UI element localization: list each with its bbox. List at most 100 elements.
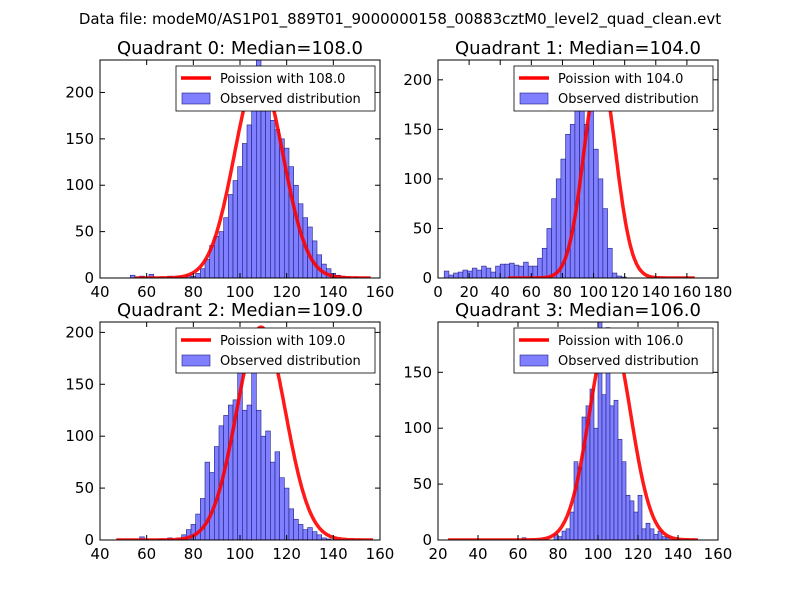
- histogram-bar: [509, 262, 515, 278]
- histogram-bar: [453, 272, 459, 278]
- histogram-bar: [302, 529, 308, 540]
- x-tick-label: 140: [319, 283, 348, 301]
- histogram-bar: [527, 265, 534, 278]
- legend-hist-swatch: [519, 92, 549, 105]
- histogram-bar: [513, 264, 520, 278]
- histogram-bar: [476, 269, 482, 278]
- histogram-bar: [625, 494, 631, 540]
- histogram-bar: [653, 534, 659, 540]
- quadrant-2-panel: Quadrant 2: Median=109.0 40 60 80 100 120 140 1…: [65, 300, 394, 563]
- histogram-bar: [593, 148, 599, 278]
- y-tick-label: 200: [403, 71, 432, 89]
- x-tick-label: 160: [704, 545, 733, 563]
- histogram-bar: [246, 124, 252, 278]
- histogram-bar: [609, 405, 615, 540]
- panels: Quadrant 0: Median=108.040 60 80 100 120 140 1…: [65, 38, 732, 563]
- histogram-bar: [195, 513, 201, 540]
- y-tick-label: 100: [403, 170, 432, 188]
- y-tick-label: 100: [403, 419, 432, 437]
- legend-hist-swatch: [181, 92, 211, 105]
- legend-curve-label: Poission with 106.0: [558, 334, 683, 349]
- legend: Poission with 104.0 Observed distribution: [513, 65, 714, 112]
- histogram-bar: [274, 451, 280, 540]
- histogram-bar: [200, 268, 206, 278]
- y-tick-label: 100: [65, 427, 94, 445]
- histogram-bar: [195, 273, 201, 278]
- histogram-bar: [561, 530, 567, 540]
- histogram-bar: [629, 500, 635, 540]
- y-tick-label: 50: [413, 219, 432, 237]
- histogram-bar: [537, 257, 543, 278]
- legend-curve-label: Poission with 104.0: [558, 72, 683, 87]
- quadrant-3-panel: Quadrant 3: Median=106.0 20 40 60 80 100 120 14…: [403, 300, 732, 563]
- legend-hist-swatch: [519, 354, 549, 367]
- poisson-curve: [447, 329, 699, 540]
- x-tick-label: 40: [90, 545, 109, 563]
- histogram-bar: [298, 524, 304, 540]
- histogram-bar: [204, 461, 210, 540]
- histogram-bar: [218, 231, 224, 278]
- histogram-bar: [260, 435, 266, 540]
- histogram-bar: [246, 404, 252, 540]
- y-tick-label: 200: [65, 323, 94, 341]
- legend-hist-label: Observed distribution: [558, 92, 699, 107]
- histogram-bar: [607, 247, 613, 278]
- histogram-bar: [611, 272, 618, 278]
- x-tick-label: 140: [319, 545, 348, 563]
- y-tick-label: 150: [403, 120, 432, 138]
- legend-hist-label: Observed distribution: [558, 354, 699, 369]
- histogram-bar: [495, 265, 501, 278]
- legend-curve-label: Poission with 108.0: [220, 72, 345, 87]
- histogram-bar: [293, 184, 299, 278]
- legend-hist-swatch: [181, 354, 211, 367]
- x-tick-label: 100: [226, 283, 255, 301]
- axes-frame: [437, 321, 719, 541]
- histogram-bars: [521, 322, 671, 540]
- panel-title: Quadrant 0: Median=108.0: [117, 38, 363, 59]
- histogram-bar: [288, 508, 294, 540]
- histogram-bar: [613, 399, 619, 540]
- histogram-bar: [270, 119, 276, 278]
- axes-frame: [437, 59, 719, 279]
- histogram-bar: [326, 538, 332, 540]
- histogram-bar: [462, 269, 468, 278]
- x-tick-label: 60: [508, 545, 527, 563]
- histogram-bar: [228, 194, 234, 278]
- y-tick-label: 0: [84, 531, 94, 549]
- x-tick-label: 100: [579, 283, 608, 301]
- histogram-bar: [499, 263, 506, 278]
- x-tick-label: 80: [553, 283, 572, 301]
- x-tick-label: 140: [641, 283, 670, 301]
- panel-title: Quadrant 3: Median=106.0: [455, 300, 701, 321]
- x-tick-label: 60: [137, 283, 156, 301]
- legend-box: [175, 65, 376, 112]
- x-tick-label: 80: [184, 545, 203, 563]
- x-tick-label: 60: [522, 283, 541, 301]
- y-tick-label: 150: [65, 375, 94, 393]
- x-tick-label: 40: [468, 545, 487, 563]
- x-tick-label: 160: [673, 283, 702, 301]
- histogram-bar: [443, 270, 450, 278]
- histogram-bar: [457, 271, 464, 278]
- histogram-bar: [637, 494, 643, 540]
- x-tick-label: 120: [272, 283, 301, 301]
- x-tick-label: 20: [428, 545, 447, 563]
- histogram-bar: [265, 101, 271, 278]
- histogram-bar: [148, 273, 154, 278]
- y-tick-label: 50: [75, 479, 94, 497]
- histogram-bar: [565, 528, 571, 540]
- histogram-bar: [504, 263, 510, 278]
- histogram-bar: [284, 487, 290, 540]
- histogram-bar: [649, 528, 655, 540]
- y-tick-label: 100: [65, 176, 94, 194]
- y-tick-label: 0: [422, 531, 432, 549]
- histogram-bar: [265, 430, 271, 540]
- histogram-bar: [661, 536, 667, 540]
- histogram-bar: [279, 477, 285, 540]
- y-tick-label: 150: [65, 130, 94, 148]
- histogram-bar: [256, 409, 262, 540]
- histogram-bar: [523, 261, 529, 278]
- y-tick-label: 200: [65, 83, 94, 101]
- histogram-bar: [597, 178, 604, 278]
- x-tick-label: 20: [460, 283, 479, 301]
